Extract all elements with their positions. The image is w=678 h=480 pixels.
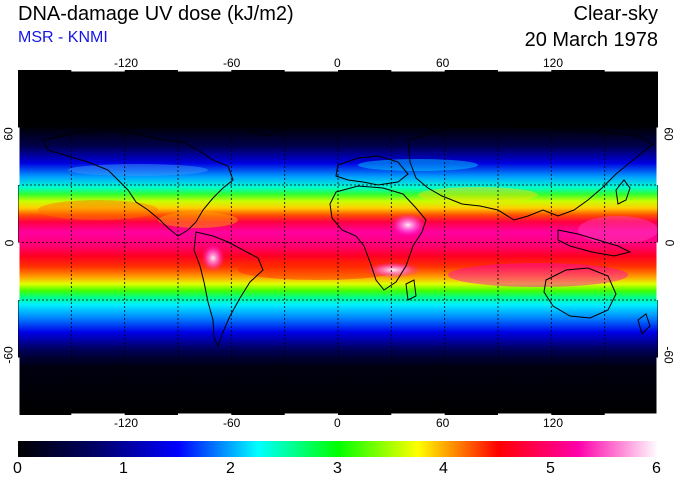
madagascar-coast (405, 279, 417, 301)
lon-tick-top-120: 120 (543, 56, 564, 70)
lat-tick-right-0: 0 (662, 239, 677, 247)
graticule (18, 70, 658, 415)
lat-tick-right-60: 60 (661, 127, 676, 141)
lon-tick-top-0: 0 (334, 56, 341, 70)
colorbar-label-3: 3 (333, 460, 342, 477)
north-america-coast (42, 129, 234, 237)
australia-coast (543, 267, 617, 319)
asia-coast (407, 124, 654, 221)
map-frame (18, 70, 658, 415)
europe-coast (335, 155, 409, 186)
lon-tick-bottom-60: 60 (436, 416, 450, 430)
lat-tick-left-0: 0 (2, 239, 17, 247)
uv-dose-map (18, 70, 658, 415)
lon-tick-bottom-m60: -60 (223, 416, 241, 430)
lon-tick-top-m60: -60 (223, 56, 241, 70)
hotspot-south-africa (365, 262, 421, 278)
sky-condition-label: Clear-sky (573, 3, 658, 25)
lon-tick-top-60: 60 (436, 56, 450, 70)
lon-tick-top-m120: -120 (114, 56, 139, 70)
hotspot-andes (201, 244, 225, 272)
japan-coast (615, 179, 631, 205)
hotspot-africa (390, 213, 426, 237)
lat-tick-left-60: 60 (1, 127, 16, 141)
colorbar-label-0: 0 (13, 460, 22, 477)
indonesia-coast (557, 229, 632, 257)
colorbar-label-4: 4 (439, 460, 448, 477)
greenland-coast (232, 103, 299, 137)
lat-tick-left-m60: -60 (1, 346, 16, 364)
source-label: MSR - KNMI (18, 29, 108, 46)
colorbar-label-6: 6 (652, 460, 661, 477)
new-zealand-coast (637, 313, 651, 335)
colorbar-label-1: 1 (119, 460, 128, 477)
lon-tick-bottom-0: 0 (334, 416, 341, 430)
color-scale-bar (18, 441, 658, 457)
lon-tick-bottom-m120: -120 (114, 416, 139, 430)
date-label: 20 March 1978 (524, 29, 658, 51)
africa-coast (329, 185, 427, 291)
south-america-coast (193, 231, 264, 348)
lon-tick-bottom-120: 120 (543, 416, 564, 430)
lat-tick-right-m60: -60 (661, 346, 676, 364)
coastlines (42, 103, 654, 348)
colorbar-label-2: 2 (226, 460, 235, 477)
colorbar-label-5: 5 (546, 460, 555, 477)
map-title: DNA-damage UV dose (kJ/m2) (18, 3, 294, 25)
